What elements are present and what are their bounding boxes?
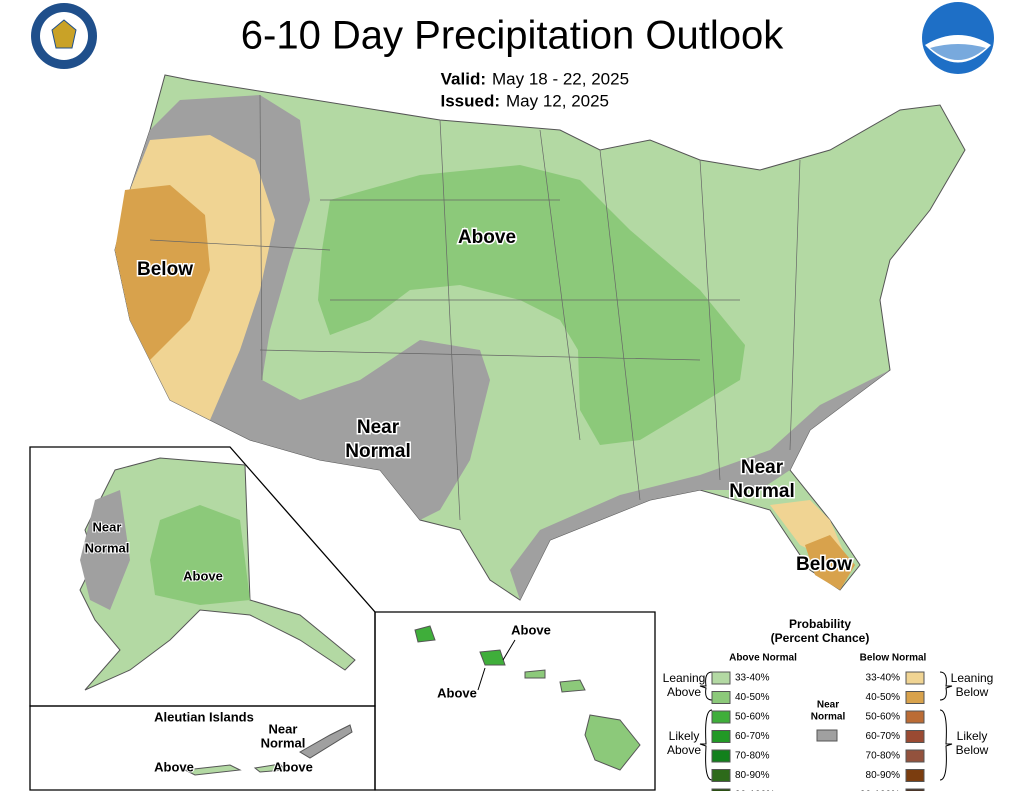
region-label: Below [137, 259, 193, 280]
legend-label: 90-100% [860, 790, 900, 791]
legend-header: Near [817, 700, 839, 711]
region-label: Near [269, 721, 298, 736]
inset-title: Aleutian Islands [154, 709, 254, 724]
legend-swatch [905, 710, 925, 724]
region-label: Normal [729, 481, 794, 502]
legend-swatch [711, 788, 731, 791]
hawaii [414, 625, 641, 771]
legend-label: 50-60% [735, 712, 770, 723]
legend-swatch [905, 749, 925, 763]
region-label: Near [357, 417, 400, 438]
legend-swatch [711, 671, 731, 685]
legend-swatch [816, 729, 838, 742]
legend-swatch [905, 671, 925, 685]
region-label: Above [458, 227, 516, 248]
legend-swatch [905, 769, 925, 782]
region-label: Above [437, 685, 477, 700]
region-label: Near [93, 519, 122, 534]
legend-label: 33-40% [735, 673, 770, 684]
region-label: Near [741, 457, 784, 478]
legend-swatch [711, 749, 731, 763]
issued-label: Issued: [440, 91, 500, 110]
legend-label: 40-50% [866, 692, 901, 703]
legend-swatch [711, 769, 731, 782]
legend-label: 40-50% [735, 692, 770, 703]
region-label: Below [796, 554, 852, 575]
valid-dates: May 18 - 22, 2025 [492, 69, 629, 88]
aleutians [183, 724, 353, 776]
legend-label: 50-60% [866, 712, 901, 723]
legend-label: 70-80% [735, 751, 770, 762]
legend-group: Above [667, 685, 701, 699]
legend-swatch [905, 788, 925, 791]
region-label: Normal [261, 735, 306, 750]
legend-header: Above Normal [729, 653, 797, 664]
legend-header: Below Normal [860, 653, 927, 664]
legend-swatch [905, 730, 925, 743]
legend-group: Below [956, 685, 989, 699]
noaa-logo [922, 2, 994, 74]
legend: Probability(Percent Chance) Above Normal B… [663, 617, 994, 791]
inset-frames [29, 446, 656, 791]
legend-swatch [905, 691, 925, 704]
legend-group: Likely [669, 729, 700, 743]
commerce-seal [31, 3, 97, 69]
legend-label: 60-70% [866, 731, 901, 742]
legend-group: Likely [957, 729, 988, 743]
region-label: Normal [85, 540, 130, 555]
legend-header: Normal [811, 712, 846, 723]
legend-swatch [711, 691, 731, 704]
legend-title: (Percent Chance) [771, 631, 870, 645]
legend-brace [699, 671, 953, 781]
conus [114, 74, 966, 601]
region-label: Above [273, 759, 313, 774]
alaska [79, 457, 356, 691]
legend-label: 90-100% [735, 790, 775, 791]
valid-label: Valid: [441, 69, 486, 88]
issued-date: May 12, 2025 [506, 91, 609, 110]
legend-label: 33-40% [866, 673, 901, 684]
legend-label: 60-70% [735, 731, 770, 742]
legend-group: Below [956, 743, 989, 757]
region-label: Above [511, 622, 551, 637]
legend-swatch [711, 710, 731, 724]
legend-label: 80-90% [735, 770, 770, 781]
region-label: Above [183, 568, 223, 583]
title: 6-10 Day Precipitation Outlook [241, 14, 785, 58]
region-label: Normal [345, 441, 410, 462]
legend-label: 70-80% [866, 751, 901, 762]
legend-group: Above [667, 743, 701, 757]
legend-title: Probability [789, 617, 851, 631]
legend-label: 80-90% [866, 770, 901, 781]
legend-swatch [711, 730, 731, 743]
legend-group: Leaning [663, 671, 706, 685]
legend-group: Leaning [951, 671, 994, 685]
region-label: Above [154, 759, 194, 774]
